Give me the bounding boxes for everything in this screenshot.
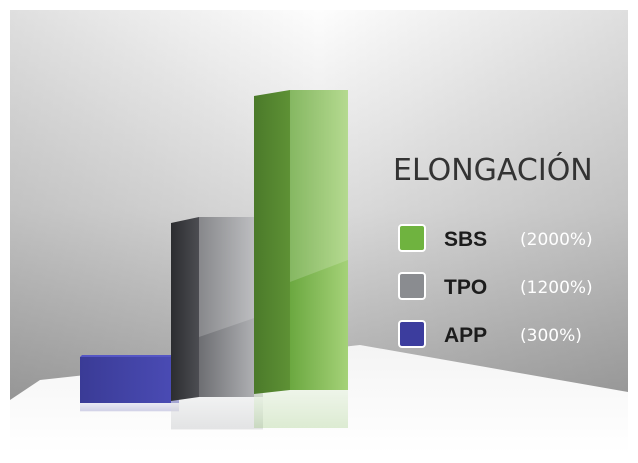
- legend-value: (300%): [520, 326, 582, 346]
- bar-top-face: [80, 355, 179, 357]
- bar-front-face: [290, 90, 348, 390]
- bar-front-face: [199, 217, 263, 397]
- bar-tpo: [171, 217, 263, 430]
- legend-swatch: [398, 224, 426, 252]
- legend-label: SBS: [444, 228, 487, 251]
- legend: SBS (2000%) TPO (1200%) APP (300%): [398, 224, 593, 348]
- bars-layer: [80, 90, 348, 430]
- legend-swatch: [398, 320, 426, 348]
- bar-sbs: [254, 90, 348, 428]
- bar-gloss: [290, 90, 348, 282]
- bar-reflection-fade: [80, 403, 179, 412]
- legend-item-sbs: SBS (2000%): [398, 224, 593, 252]
- legend-label: TPO: [444, 276, 487, 299]
- bar-side-face: [254, 90, 290, 394]
- bar-front-face: [80, 357, 179, 403]
- legend-item-tpo: TPO (1200%): [398, 272, 593, 300]
- legend-label: APP: [444, 324, 487, 347]
- bar-gloss: [199, 217, 263, 337]
- legend-item-app: APP (300%): [398, 320, 582, 348]
- bar-side-face: [171, 217, 199, 401]
- bar-reflection-fade: [171, 397, 263, 430]
- legend-value: (1200%): [520, 278, 593, 298]
- chart-title: ELONGACIÓN: [393, 151, 593, 188]
- bar-reflection-fade: [254, 390, 348, 428]
- legend-swatch: [398, 272, 426, 300]
- legend-value: (2000%): [520, 230, 593, 250]
- bar-app: [80, 355, 179, 412]
